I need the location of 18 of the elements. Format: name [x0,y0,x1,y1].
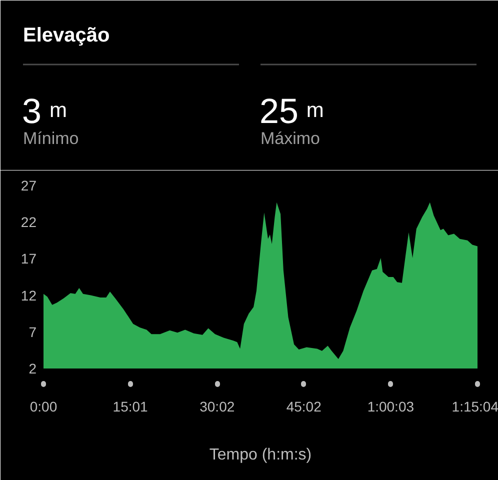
y-tick-label: 12 [20,287,37,304]
text: Máximo [260,129,320,148]
chart-title: Elevação [23,24,110,46]
x-tick-label: 1:00:03 [367,398,414,414]
x-tick-label: 30:02 [200,398,235,414]
x-tick-label: 1:15:04 [452,398,498,414]
y-tick-label: 7 [28,324,37,340]
text: 25 m [260,92,324,131]
y-tick-label: 2 [28,360,37,376]
y-tick-label: 27 [20,178,37,194]
x-tick-label: 15:01 [112,398,148,414]
x-tick-label: 45:02 [286,398,322,414]
y-tick-label: 22 [20,214,37,230]
text: Mínimo [23,129,79,148]
y-tick-label: 17 [20,250,37,267]
text: 3 m [22,92,67,131]
x-tick-label: 0:00 [30,398,58,414]
x-axis-title: Tempo (h:m:s) [209,446,312,464]
